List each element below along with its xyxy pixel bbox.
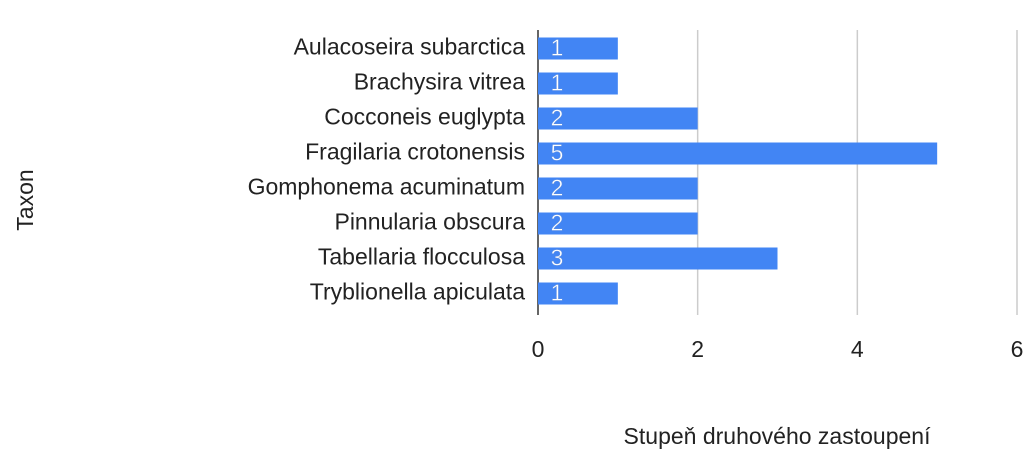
y-tick-label: Pinnularia obscura [334,209,525,235]
data-label: 5 [551,140,564,166]
bar [538,247,778,270]
bar [538,37,618,60]
y-tick-label: Aulacoseira subarctica [294,34,526,60]
y-tick-label: Gomphonema acuminatum [248,174,525,200]
bar [538,177,698,200]
bar [538,142,938,165]
data-label: 1 [551,70,564,96]
x-tick-label: 2 [691,336,704,362]
y-tick-label: Tabellaria flocculosa [318,244,525,270]
bar [538,212,698,235]
y-tick-label: Brachysira vitrea [354,69,525,95]
x-tick-label: 0 [532,336,545,362]
bar [538,72,618,95]
data-label: 1 [551,35,564,61]
bar [538,107,698,130]
data-label: 1 [551,280,564,306]
data-label: 2 [551,105,564,131]
data-label: 2 [551,210,564,236]
y-tick-label: Fragilaria crotonensis [305,139,525,165]
y-tick-label: Tryblionella apiculata [310,279,525,305]
x-tick-label: 4 [851,336,864,362]
x-tick-label: 6 [1011,336,1024,362]
y-axis-title: Taxon [12,169,38,230]
data-label: 2 [551,175,564,201]
y-tick-label: Cocconeis euglypta [324,104,525,130]
x-axis-title: Stupeň druhového zastoupení [624,423,932,449]
data-label: 3 [551,245,564,271]
bar [538,282,618,305]
